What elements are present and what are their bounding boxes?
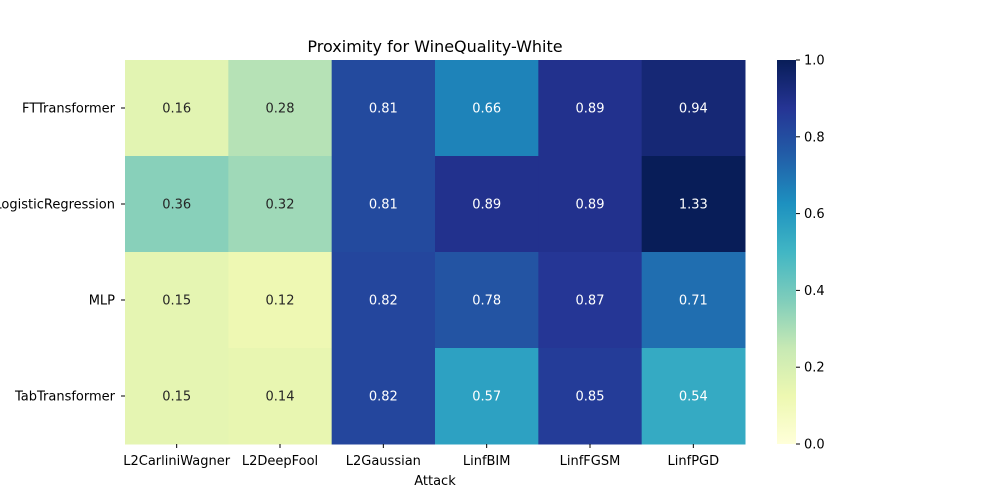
cell-value-label: 0.82	[369, 390, 398, 405]
x-axis: L2CarliniWagner L2DeepFool L2Gaussian LinfB…	[123, 444, 719, 469]
heatmap-cell	[228, 60, 333, 157]
colorbar-gradient	[777, 60, 796, 444]
cell-value-label: 0.15	[162, 294, 191, 309]
heatmap-cell	[435, 156, 539, 253]
heatmap-cell	[538, 60, 643, 157]
heatmap-cell	[641, 348, 746, 445]
cell-value-label: 0.14	[266, 390, 295, 405]
cell-value-label: 0.89	[472, 198, 501, 213]
heatmap-cell	[228, 348, 333, 445]
colorbar-tick-label: 1.0	[804, 54, 825, 69]
x-tick-label: L2DeepFool	[242, 454, 318, 469]
heatmap-cell	[125, 156, 229, 253]
cell-value-label: 1.33	[679, 198, 708, 213]
cell-value-label: 0.94	[679, 102, 708, 117]
x-tick-label: L2Gaussian	[346, 454, 421, 469]
cell-value-label: 0.89	[576, 102, 605, 117]
heatmap-cell	[331, 252, 436, 349]
y-tick-label: TabTransformer	[14, 390, 116, 405]
cell-value-label: 0.82	[369, 294, 398, 309]
cell-value-label: 0.15	[162, 390, 191, 405]
colorbar-tick-label: 0.2	[804, 361, 825, 376]
cell-value-label: 0.71	[679, 294, 708, 309]
cell-value-label: 0.89	[576, 198, 605, 213]
heatmap-cells: 0.16 0.28 0.81 0.66 0.89 0.94 0.36 0.32 0.81 0.89…	[125, 60, 746, 445]
heatmap-cell	[538, 252, 643, 349]
heatmap-cell	[228, 252, 333, 349]
heatmap-cell	[435, 252, 539, 349]
cell-value-label: 0.78	[472, 294, 501, 309]
heatmap-cell	[435, 60, 539, 157]
colorbar-tick-label: 0.6	[804, 207, 825, 222]
heatmap-cell	[641, 156, 746, 253]
heatmap-cell	[228, 156, 333, 253]
heatmap-cell	[331, 348, 436, 445]
y-axis: FTTransformer LogisticRegression MLP TabTra…	[0, 102, 125, 405]
x-tick-label: LinfBIM	[463, 454, 511, 469]
cell-value-label: 0.87	[576, 294, 605, 309]
colorbar-tick-label: 0.0	[804, 438, 825, 453]
heatmap-cell	[538, 348, 643, 445]
heatmap-cell	[435, 348, 539, 445]
y-tick-label: LogisticRegression	[0, 198, 115, 213]
cell-value-label: 0.32	[266, 198, 295, 213]
cell-value-label: 0.12	[266, 294, 295, 309]
heatmap-cell	[125, 252, 229, 349]
heatmap-cell	[538, 156, 643, 253]
x-axis-label: Attack	[414, 474, 456, 489]
cell-value-label: 0.36	[162, 198, 191, 213]
colorbar-tick-label: 0.8	[804, 130, 825, 145]
chart-title: Proximity for WineQuality-White	[307, 37, 562, 56]
heatmap-cell	[331, 156, 436, 253]
y-tick-label: FTTransformer	[22, 102, 116, 117]
cell-value-label: 0.81	[369, 198, 398, 213]
cell-value-label: 0.57	[472, 390, 501, 405]
colorbar-tick-label: 0.4	[804, 284, 825, 299]
cell-value-label: 0.81	[369, 102, 398, 117]
cell-value-label: 0.16	[162, 102, 191, 117]
heatmap-cell	[641, 60, 746, 157]
cell-value-label: 0.54	[679, 390, 708, 405]
colorbar: 0.0 0.2 0.4 0.6 0.8 1.0	[777, 54, 825, 453]
y-tick-label: MLP	[89, 294, 115, 309]
cell-value-label: 0.85	[576, 390, 605, 405]
cell-value-label: 0.66	[472, 102, 501, 117]
heatmap-cell	[125, 348, 229, 445]
x-tick-label: L2CarliniWagner	[123, 454, 230, 469]
heatmap-cell	[641, 252, 746, 349]
heatmap-cell	[125, 60, 229, 157]
heatmap-cell	[331, 60, 436, 157]
x-tick-label: LinfFGSM	[560, 454, 621, 469]
cell-value-label: 0.28	[266, 102, 295, 117]
x-tick-label: LinfPGD	[668, 454, 720, 469]
